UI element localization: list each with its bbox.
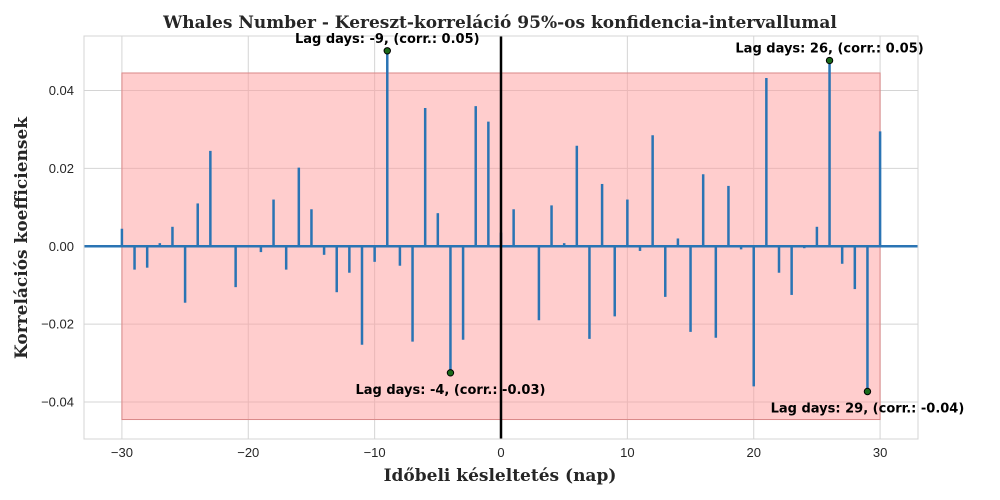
x-tick-label: −10	[364, 445, 386, 460]
x-tick-label: −30	[111, 445, 133, 460]
x-tick-label: 30	[873, 445, 887, 460]
lag-annotation: Lag days: 26, (corr.: 0.05)	[735, 42, 923, 57]
peak-marker	[863, 387, 872, 396]
x-axis-ticks: −30 −20 −10 0 10 20 30	[111, 445, 887, 460]
x-tick-label: −20	[237, 445, 259, 460]
annotation-markers	[383, 47, 872, 396]
y-tick-label: 0.00	[49, 239, 74, 254]
y-tick-label: 0.04	[49, 83, 74, 98]
y-axis-label: Korrelációs koefficiensek	[12, 116, 32, 359]
annotations: Lag days: -9, (corr.: 0.05) Lag days: -4,…	[295, 32, 964, 417]
y-tick-label: 0.02	[49, 161, 74, 176]
y-axis-ticks: −0.04 −0.02 0.00 0.02 0.04	[41, 83, 74, 409]
peak-marker	[383, 47, 391, 55]
x-tick-label: 0	[497, 445, 504, 460]
chart-title: Whales Number - Kereszt-korreláció 95%-o…	[162, 13, 837, 33]
peak-marker	[446, 369, 455, 377]
x-tick-label: 20	[746, 445, 760, 460]
lag-annotation: Lag days: -9, (corr.: 0.05)	[295, 32, 480, 47]
x-axis-label: Időbeli késleltetés (nap)	[384, 466, 617, 486]
lag-annotation: Lag days: -4, (corr.: -0.03)	[355, 383, 545, 398]
y-tick-label: −0.04	[41, 395, 74, 410]
x-tick-label: 10	[620, 445, 634, 460]
peak-marker	[825, 56, 834, 65]
lag-annotation: Lag days: 29, (corr.: -0.04)	[771, 401, 965, 416]
y-tick-label: −0.02	[41, 317, 74, 332]
correlation-bars	[120, 50, 882, 392]
plot-frame	[83, 35, 919, 440]
